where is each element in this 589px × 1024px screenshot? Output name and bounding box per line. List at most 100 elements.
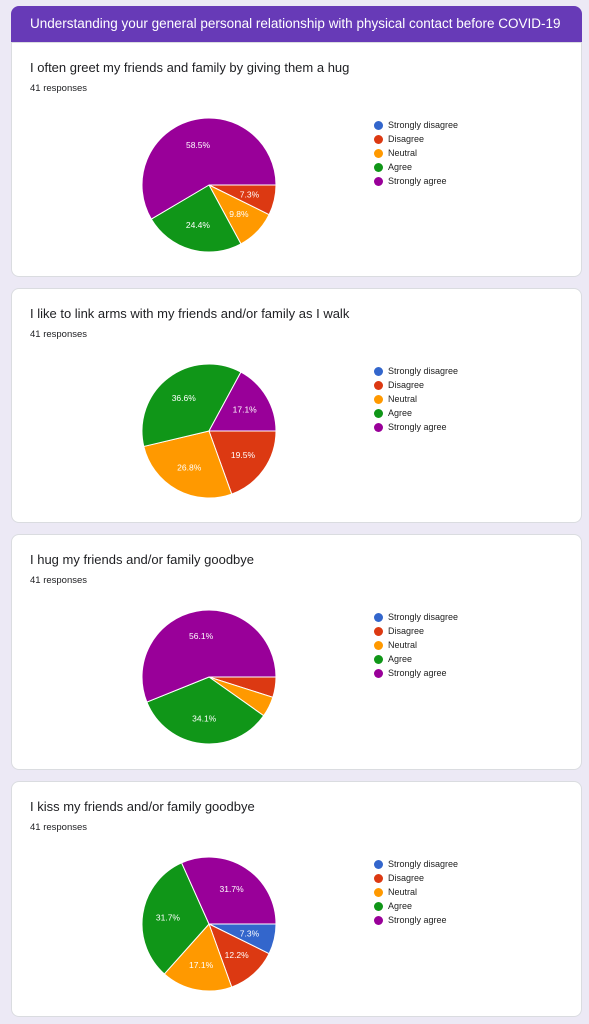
pie-slice-disagree [208,430,277,495]
legend-dot-icon [374,380,383,390]
legend-item: Agree [374,652,458,666]
chart-legend: Strongly disagree Disagree Neutral Agree… [374,610,458,680]
legend-dot-icon [374,654,383,664]
pie-data-label: 34.1% [192,713,217,723]
legend-item: Disagree [374,871,458,885]
legend-label: Strongly disagree [388,612,459,622]
chart-legend: Strongly disagree Disagree Neutral Agree… [374,364,458,434]
legend-label: Strongly disagree [388,366,459,376]
section-title: Understanding your general personal rela… [30,16,561,31]
legend-item: Disagree [374,132,458,146]
pie-chart: 34.1% 56.1% [141,609,277,745]
legend-dot-icon [374,887,383,897]
response-count: 41 responses [30,575,88,586]
legend-item: Strongly disagree [374,118,458,132]
legend-label: Strongly agree [388,668,447,678]
legend-label: Neutral [388,640,418,650]
pie-data-label: 26.8% [177,463,202,473]
pie-slice-disagree [208,923,270,988]
pie-slice-strongly-agree [208,371,277,432]
response-count: 41 responses [30,83,88,94]
response-count: 41 responses [30,822,88,833]
legend-item: Neutral [374,146,458,160]
legend-dot-icon [374,120,383,130]
legend-label: Agree [388,654,413,664]
question-title: I often greet my friends and family by g… [30,60,350,75]
pie-data-label: 7.3% [240,189,260,199]
legend-label: Strongly disagree [388,120,459,130]
question-card-1: I often greet my friends and family by g… [11,42,582,277]
question-title: I hug my friends and/or family goodbye [30,552,255,567]
pie-data-label: 58.5% [186,140,211,150]
legend-item: Disagree [374,624,458,638]
response-count: 41 responses [30,329,88,340]
pie-chart: 7.3% 9.8% 24.4% 58.5% [141,117,277,253]
question-card-2: I like to link arms with my friends and/… [11,288,582,523]
legend-dot-icon [374,134,383,144]
legend-dot-icon [374,873,383,883]
legend-item: Agree [374,160,458,174]
legend-dot-icon [374,626,383,636]
pie-slice-agree [146,676,265,745]
pie-data-label: 56.1% [189,631,214,641]
legend-dot-icon [374,366,383,376]
legend-item: Strongly agree [374,913,458,927]
pie-slice-agree [141,862,210,975]
legend-label: Disagree [388,873,425,883]
pie-slice-strongly-agree [180,856,277,925]
legend-label: Neutral [388,394,418,404]
pie-data-label: 9.8% [229,209,249,219]
legend-dot-icon [374,915,383,925]
legend-item: Strongly disagree [374,610,458,624]
pie-slice-disagree [208,184,277,216]
form-section-header: Understanding your general personal rela… [11,6,582,42]
legend-dot-icon [374,148,383,158]
pie-slice-neutral [208,676,274,717]
pie-slice-neutral [207,183,270,245]
legend-dot-icon [374,408,383,418]
legend-dot-icon [374,162,383,172]
pie-slice-strongly-disagree [208,923,277,955]
pie-data-label: 17.1% [189,960,214,970]
legend-label: Disagree [388,134,425,144]
question-title: I like to link arms with my friends and/… [30,306,350,321]
pie-slice-neutral [163,923,233,992]
legend-dot-icon [374,422,383,432]
pie-data-label: 12.2% [225,950,250,960]
legend-dot-icon [374,176,383,186]
pie-data-label: 36.6% [172,393,197,403]
legend-item: Agree [374,899,458,913]
legend-label: Neutral [388,148,418,158]
question-card-4: I kiss my friends and/or family goodbye … [11,781,582,1017]
legend-item: Strongly agree [374,174,458,188]
pie-slice-disagree [208,676,277,698]
legend-item: Neutral [374,638,458,652]
legend-label: Strongly agree [388,422,447,432]
legend-item: Strongly agree [374,666,458,680]
pie-chart: 19.5% 26.8% 36.6% 17.1% [141,363,277,499]
legend-label: Strongly agree [388,915,447,925]
legend-label: Disagree [388,626,425,636]
legend-item: Strongly disagree [374,364,458,378]
legend-item: Strongly disagree [374,857,458,871]
question-card-3: I hug my friends and/or family goodbye 4… [11,534,582,770]
legend-item: Neutral [374,392,458,406]
legend-item: Strongly agree [374,420,458,434]
legend-label: Agree [388,408,413,418]
legend-dot-icon [374,640,383,650]
legend-dot-icon [374,668,383,678]
question-title: I kiss my friends and/or family goodbye [30,799,255,814]
legend-dot-icon [374,612,383,622]
chart-legend: Strongly disagree Disagree Neutral Agree… [374,118,458,188]
chart-legend: Strongly disagree Disagree Neutral Agree… [374,857,458,927]
legend-label: Agree [388,901,413,911]
pie-data-label: 17.1% [233,405,258,415]
pie-data-label: 24.4% [186,220,211,230]
legend-dot-icon [374,859,383,869]
pie-slice-agree [141,363,242,448]
legend-item: Disagree [374,378,458,392]
legend-item: Neutral [374,885,458,899]
pie-slice-agree [150,184,242,253]
pie-data-label: 31.7% [220,884,245,894]
legend-label: Strongly disagree [388,859,459,869]
